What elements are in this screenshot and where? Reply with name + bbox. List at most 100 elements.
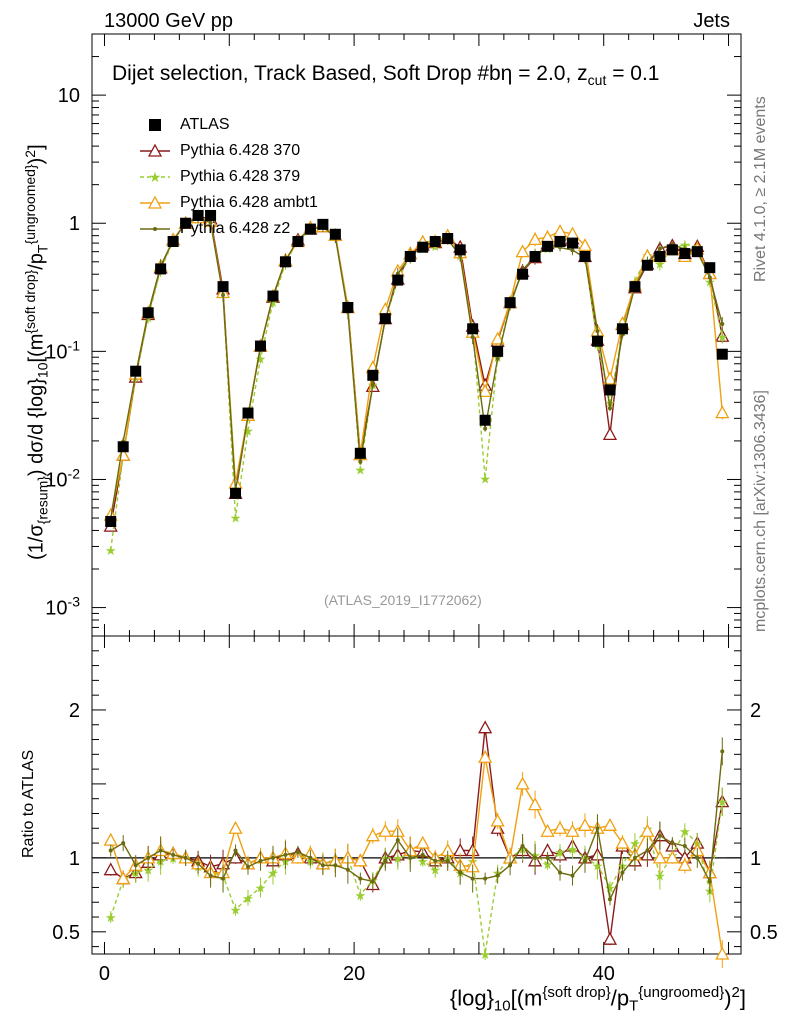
series-main-1: ★★★★★★★★★★★★★★★★★★★★★★★★★★★★★★★★★★★★★★★★… [105,212,728,558]
series-point [483,426,488,431]
atlas-point [279,256,291,268]
ratio-point [183,855,188,860]
x-tick-label: 20 [343,963,365,985]
series-point: ★ [716,329,728,344]
ratio-point [670,841,675,846]
ratio-point [345,867,350,872]
ratio-point [445,858,450,863]
ratio-point [171,852,176,857]
series-point: ★ [255,351,267,366]
ratio-point [607,897,612,902]
atlas-point [292,236,304,248]
atlas-point [354,447,366,459]
ratio-point [595,826,600,831]
series-point [552,224,568,238]
legend-item-pythia-ambt1: Pythia 6.428 ambt1 [140,190,318,216]
series-point: ★ [267,295,279,310]
ratio-point [208,873,213,878]
ratio-point [415,835,430,849]
ratio-point [383,858,388,863]
ratio-point [490,813,505,827]
atlas-point [205,209,217,221]
jets-label: Jets [693,10,730,32]
ratio-point [602,931,618,945]
series-line [110,218,723,550]
ratio-panel: 0 20 400.5 0.51 12 2★★ ★★★★★★★ ★★★ ★ ★★★★★★ ★★★ ★★ ★… [52,635,778,985]
ratio-point: ★ [392,851,404,866]
series-point [515,244,530,258]
atlas-point [167,236,179,248]
ratio-point [221,876,226,881]
series-ratio-3 [108,737,725,906]
ratio-point [270,855,275,860]
atlas-point [454,244,466,256]
series-point [577,238,593,252]
atlas-point [591,335,603,347]
ratio-point [196,861,201,866]
atlas-point [130,365,142,377]
atlas-point [180,217,192,229]
atlas-point [567,237,579,249]
series-point: ★ [105,543,117,558]
atlas-point [317,218,329,230]
ratio-point [682,844,687,849]
ratio-point [370,879,375,884]
ratio-point [615,835,630,849]
ratio-point [283,852,288,857]
y-axis-label-ratio: Ratio to ATLAS [20,749,37,858]
atlas-point [155,263,167,275]
atlas-point [217,281,229,293]
series-point [657,246,662,251]
ratio-point [103,862,118,876]
atlas-point [641,259,653,271]
series-ratio-1: ★★★★★★★★★★★★★★★★★★★★★★★★★★★★★★★★★★★★★★★★… [105,787,728,962]
ratio-point [665,850,680,864]
ratio-point [320,863,325,868]
atlas-point [242,407,254,419]
rivet-info: Rivet 4.1.0, ≥ 2.1M events [752,96,769,282]
atlas-point [492,345,504,357]
ratio-point: ★ [429,863,441,878]
ratio-point [715,946,730,960]
y-tick-label: 10-3 [45,594,80,620]
ratio-point [365,828,380,842]
ratio-point: ★ [230,903,242,918]
atlas-point [379,313,391,325]
ratio-tick-label-right: 2 [750,700,761,722]
ratio-point [395,838,400,843]
series-point [707,275,712,280]
x-tick-label: 40 [593,963,615,985]
series-point [470,335,475,340]
ratio-tick-label: 2 [69,700,80,722]
series-point [595,329,600,334]
atlas-point [329,228,341,240]
ratio-point [570,873,575,878]
ratio-point [258,858,263,863]
series-point: ★ [242,424,254,439]
ratio-point [582,858,587,863]
series-point [370,383,375,388]
atlas-point [304,223,316,235]
ratio-line [110,801,723,955]
ratio-point [527,797,543,811]
ratio-point [707,879,712,884]
atlas-point [629,281,641,293]
ratio-point: ★ [654,869,666,884]
analysis-watermark: (ATLAS_2019_I1772062) [324,592,482,608]
ratio-point [515,776,530,790]
ratio-point [720,749,725,754]
ratio-point [420,852,425,857]
ratio-point [577,817,593,831]
atlas-point [267,290,279,302]
collision-energy-label: 13000 GeV pp [104,10,233,32]
atlas-point [442,233,454,245]
series-point [570,248,575,253]
ratio-point [508,863,513,868]
series-line [110,216,723,519]
y-tick-label: 1 [69,213,80,235]
ratio-point [478,749,493,763]
legend-item-pythia-z2: Pythia 6.428 z2 [140,216,318,242]
ratio-point [233,848,238,853]
legend-item-pythia-379: ★ Pythia 6.428 379 [140,168,301,185]
